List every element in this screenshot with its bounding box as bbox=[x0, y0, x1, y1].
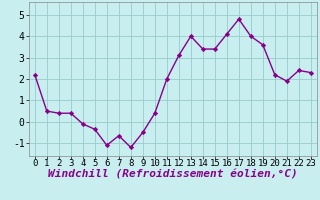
X-axis label: Windchill (Refroidissement éolien,°C): Windchill (Refroidissement éolien,°C) bbox=[48, 169, 298, 179]
